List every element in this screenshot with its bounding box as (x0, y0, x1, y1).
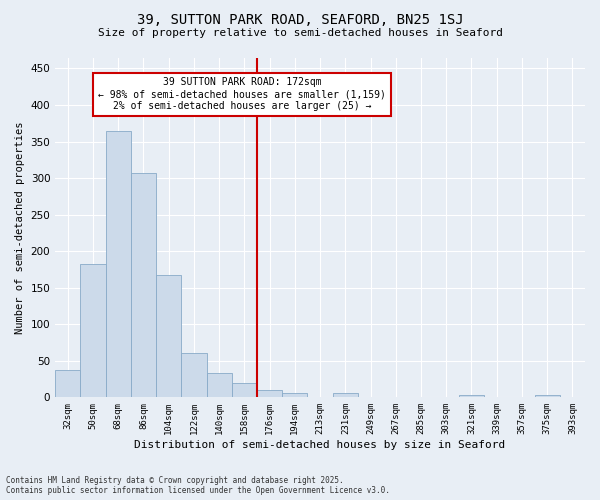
Bar (206, 373, 232, 398)
Y-axis label: Number of semi-detached properties: Number of semi-detached properties (15, 121, 25, 334)
Bar (282, 393, 307, 398)
Bar (257, 390, 282, 398)
Bar (459, 395, 484, 398)
Text: 39 SUTTON PARK ROAD: 172sqm
← 98% of semi-detached houses are smaller (1,159)
2%: 39 SUTTON PARK ROAD: 172sqm ← 98% of sem… (98, 78, 386, 110)
Bar (156, 274, 181, 398)
Text: Size of property relative to semi-detached houses in Seaford: Size of property relative to semi-detach… (97, 28, 503, 38)
Bar (131, 173, 156, 398)
Bar (80, 264, 106, 398)
Text: 39, SUTTON PARK ROAD, SEAFORD, BN25 1SJ: 39, SUTTON PARK ROAD, SEAFORD, BN25 1SJ (137, 12, 463, 26)
Text: Contains HM Land Registry data © Crown copyright and database right 2025.
Contai: Contains HM Land Registry data © Crown c… (6, 476, 390, 495)
Bar (232, 384, 257, 398)
X-axis label: Distribution of semi-detached houses by size in Seaford: Distribution of semi-detached houses by … (134, 440, 506, 450)
Bar (55, 370, 80, 398)
Bar (106, 130, 131, 398)
Bar (332, 393, 358, 398)
Bar (535, 395, 560, 398)
Bar (181, 354, 206, 398)
